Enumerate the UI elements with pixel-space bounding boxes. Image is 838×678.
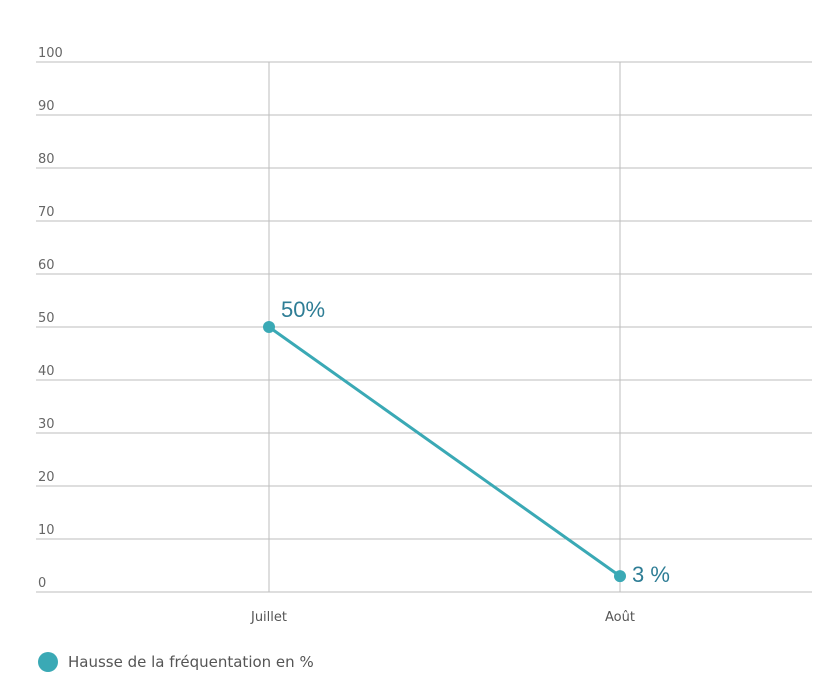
- legend: Hausse de la fréquentation en %: [38, 652, 314, 672]
- x-tick-label: Juillet: [250, 610, 287, 625]
- x-tick-label: Août: [605, 610, 635, 625]
- legend-label: Hausse de la fréquentation en %: [68, 653, 314, 671]
- y-tick-label: 20: [38, 470, 55, 485]
- data-label: 3 %: [632, 562, 670, 587]
- grid: [36, 61, 812, 593]
- legend-swatch: [38, 652, 58, 672]
- y-tick-label: 50: [38, 311, 55, 326]
- y-tick-label: 100: [38, 46, 63, 61]
- data-point: [263, 321, 275, 333]
- y-tick-label: 0: [38, 576, 46, 591]
- y-axis: 0 10 20 30 40 50 60 70 80 90 100: [38, 46, 63, 591]
- y-tick-label: 10: [38, 523, 55, 538]
- y-tick-label: 40: [38, 364, 55, 379]
- y-tick-label: 70: [38, 205, 55, 220]
- y-tick-label: 80: [38, 152, 55, 167]
- data-point: [614, 570, 626, 583]
- data-label: 50%: [281, 297, 325, 322]
- x-axis: Juillet Août: [250, 610, 635, 625]
- y-tick-label: 90: [38, 99, 55, 114]
- series: [263, 321, 626, 583]
- y-tick-label: 30: [38, 417, 55, 432]
- series-line: [267, 325, 622, 578]
- y-tick-label: 60: [38, 258, 55, 273]
- data-labels: 50% 3 %: [281, 297, 670, 587]
